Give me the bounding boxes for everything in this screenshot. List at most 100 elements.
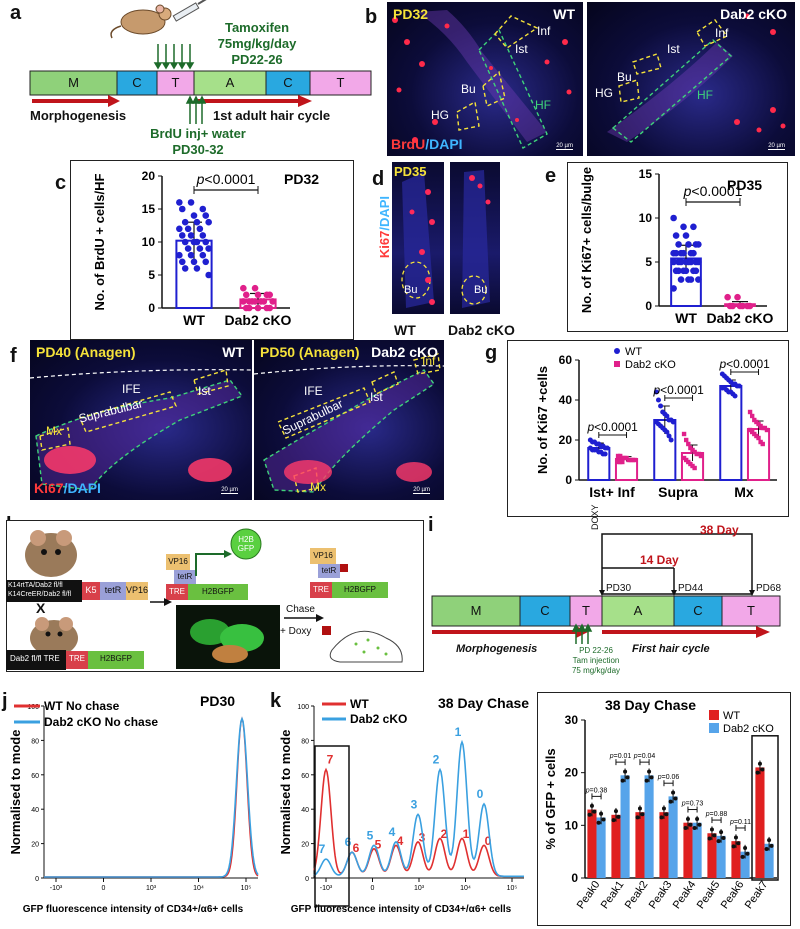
data-point — [613, 809, 618, 814]
data-point — [190, 212, 198, 219]
data-point — [640, 812, 645, 817]
bar — [683, 822, 693, 878]
p-value-label: p=0.01 — [609, 753, 632, 760]
data-point — [196, 225, 204, 233]
data-point — [245, 304, 253, 312]
x-tick-label: -10³ — [50, 885, 63, 892]
data-point — [178, 232, 186, 239]
data-point — [685, 241, 692, 248]
box-tre-center: TRE — [169, 587, 185, 596]
region-inf-cko: Inf — [715, 26, 729, 40]
x-tick-label: WT — [675, 310, 697, 326]
x-axis-label: GFP fluorescence intensity of CD34+/α6+ … — [291, 904, 512, 915]
data-point — [199, 232, 207, 239]
data-point — [202, 258, 210, 266]
region-hf-cko: HF — [697, 88, 713, 102]
data-point — [692, 465, 697, 471]
peak-label: 7 — [319, 842, 326, 856]
i-stage-t: T — [582, 603, 590, 618]
data-point — [589, 803, 594, 808]
peak-label: 7 — [327, 753, 334, 767]
data-point — [692, 825, 697, 830]
y-tick-label: 80 — [301, 738, 309, 745]
bar — [755, 767, 765, 878]
series-line — [44, 716, 259, 878]
legend-marker — [614, 348, 620, 354]
mouse-2-icon — [30, 617, 78, 656]
h2b-gfp-circle: H2B GFP — [237, 535, 255, 553]
data-point — [740, 854, 745, 859]
series-line — [313, 739, 524, 878]
data-point — [760, 441, 765, 447]
chart-title: 38 Day Chase — [605, 697, 696, 713]
panel-label-k: k — [270, 690, 282, 712]
p-value-label: p=0.04 — [633, 753, 656, 760]
data-point — [254, 304, 262, 312]
data-point — [707, 836, 712, 841]
data-point — [724, 293, 731, 301]
data-point — [625, 775, 630, 780]
x-tick-label: Peak5 — [695, 879, 723, 911]
data-point — [731, 844, 736, 849]
bar — [716, 835, 726, 878]
data-point — [732, 393, 738, 399]
tag-pd32: PD32 — [393, 6, 429, 22]
data-point — [193, 265, 201, 272]
y-tick-label: 5 — [148, 268, 155, 282]
peak-label: 3 — [411, 797, 418, 811]
f-geno-wt: WT — [222, 344, 244, 360]
data-point — [692, 267, 700, 275]
peak-label: 1 — [455, 725, 462, 739]
morphogenesis-label: Morphogenesis — [30, 108, 127, 123]
box-tetr-center: tetR — [177, 572, 193, 581]
chart-title: PD35 — [727, 177, 762, 193]
stage-m: M — [68, 75, 79, 90]
data-point — [745, 851, 750, 856]
data-point — [653, 389, 659, 395]
data-point — [680, 223, 687, 231]
box-tre: TRE — [69, 654, 85, 663]
chart-title: PD30 — [200, 693, 235, 709]
data-point — [190, 258, 198, 266]
data-point — [664, 413, 670, 419]
stage-t2: T — [336, 75, 345, 90]
data-point — [709, 827, 714, 832]
y-tick-label: 0 — [565, 473, 572, 487]
data-point — [196, 245, 204, 252]
data-point — [685, 817, 690, 822]
y-tick-label: 20 — [142, 169, 156, 183]
data-point — [719, 830, 724, 835]
box-vp16-center: VP16 — [168, 557, 188, 566]
scale-bar-f: 20 µm — [221, 487, 238, 494]
data-point — [620, 459, 625, 465]
bar — [692, 822, 702, 878]
micrograph-b-cko: Dab2 cKO Inf Ist Bu HG HF 20 µm — [587, 2, 795, 156]
data-point — [176, 199, 183, 206]
data-point — [683, 437, 689, 443]
data-point — [688, 822, 693, 827]
data-point — [205, 218, 212, 226]
x-tick-label: 10⁵ — [507, 885, 518, 892]
data-point — [601, 817, 606, 822]
scale-bar-f-cko: 20 µm — [413, 487, 430, 494]
i-morphogenesis: Morphogenesis — [456, 643, 538, 655]
data-point — [695, 241, 702, 248]
region-bu-cko: Bu — [617, 70, 632, 84]
p-value-label: p=0.88 — [705, 811, 728, 818]
y-tick-label: 20 — [559, 433, 573, 447]
data-point — [202, 238, 210, 246]
data-point — [205, 271, 212, 279]
series-line — [44, 716, 259, 878]
data-point — [184, 225, 192, 233]
region-ife: IFE — [122, 382, 141, 396]
stain-legend-d: Ki67/DAPI — [377, 196, 392, 259]
chase-label: Chase — [286, 604, 315, 615]
region-mx: Mx — [46, 424, 62, 438]
bar — [635, 812, 645, 878]
brdu-injection-text: BrdU inj+ water PD30-32 — [150, 126, 246, 157]
data-point — [644, 778, 649, 783]
doxy-label: + Doxy — [280, 626, 312, 637]
tag-pd50: PD50 (Anagen) — [260, 344, 360, 360]
data-point — [690, 223, 697, 231]
